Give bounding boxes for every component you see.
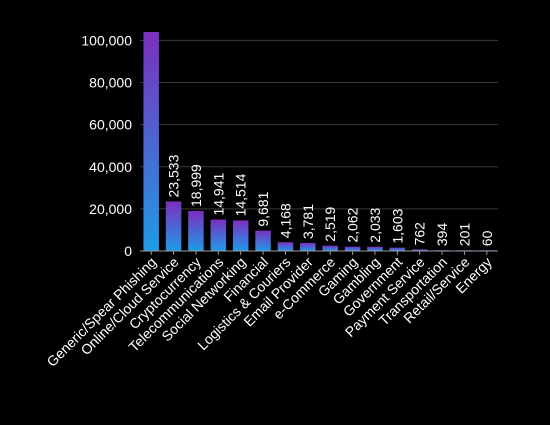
bar [322,245,338,251]
y-tick-label: 100,000 [81,32,132,48]
bar [277,242,294,251]
bar [255,230,271,251]
data-label: 2,033 [367,207,383,242]
bar [411,249,428,251]
data-label: 60 [479,230,495,246]
gridlines [140,39,498,210]
axes [140,250,498,255]
data-label: 2,519 [322,206,338,241]
data-label: 18,999 [188,164,204,207]
bar [367,246,383,251]
data-label: 3,781 [300,204,316,239]
y-tick-label: 60,000 [89,117,132,133]
bar [389,247,406,251]
y-tick-label: 80,000 [89,75,132,91]
data-label: 9,681 [255,191,271,226]
data-label: 1,603 [389,208,405,243]
data-label: 14,514 [233,173,249,216]
bar [300,243,316,251]
y-tick-label: 40,000 [89,159,132,175]
data-label: 2,062 [345,207,361,242]
bars [143,32,495,251]
data-label: 23,533 [166,154,182,197]
data-label: 762 [412,222,428,246]
bar [210,219,227,251]
data-label: 201 [456,223,472,247]
bar [165,201,182,251]
y-tick-label: 0 [124,243,132,259]
bar [143,32,159,251]
data-label: 394 [434,223,450,247]
bar [188,210,204,251]
data-label: 14,941 [210,173,226,216]
bar [344,246,361,251]
data-label: 4,168 [277,203,293,238]
bar [232,220,249,251]
y-tick-label: 20,000 [89,201,132,217]
